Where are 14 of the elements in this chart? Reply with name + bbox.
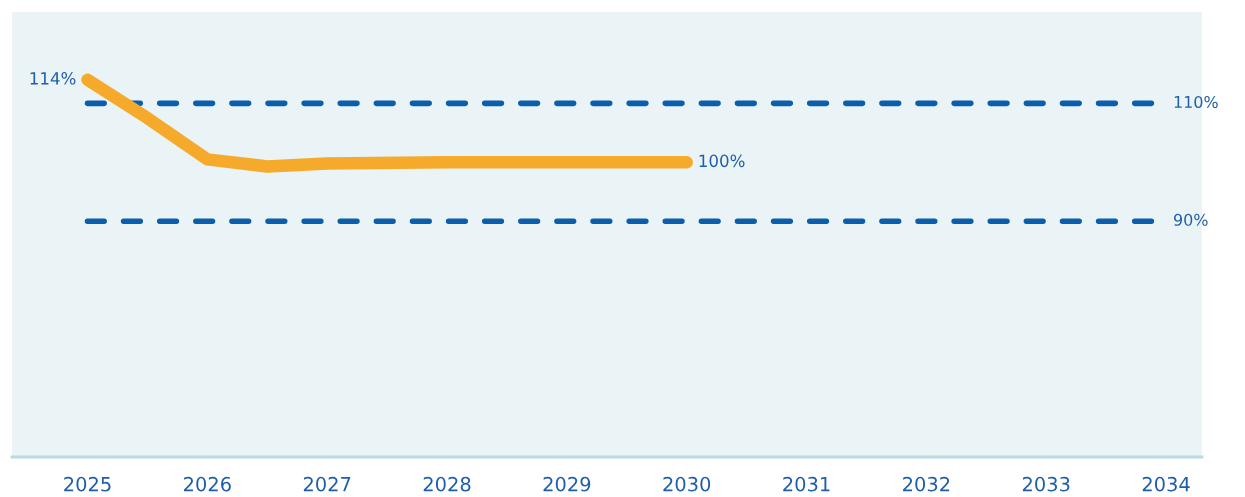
x-tick-label: 2029 bbox=[543, 476, 591, 492]
x-tick-label: 2032 bbox=[903, 476, 950, 492]
ref-line-label: 90% bbox=[1174, 213, 1208, 226]
x-tick-label: 2030 bbox=[663, 476, 711, 492]
x-tick-label: 2031 bbox=[783, 476, 830, 492]
ref-line-label: 110% bbox=[1174, 95, 1218, 108]
data-label: 100% bbox=[699, 154, 745, 168]
x-tick-label: 2034 bbox=[1142, 476, 1190, 492]
x-tick-label: 2026 bbox=[184, 476, 231, 492]
x-tick-label: 2027 bbox=[303, 476, 351, 492]
data-label: 114% bbox=[30, 72, 76, 85]
x-tick-label: 2028 bbox=[423, 476, 471, 492]
x-tick-label: 2033 bbox=[1022, 476, 1070, 492]
x-tick-label: 2025 bbox=[64, 476, 111, 492]
